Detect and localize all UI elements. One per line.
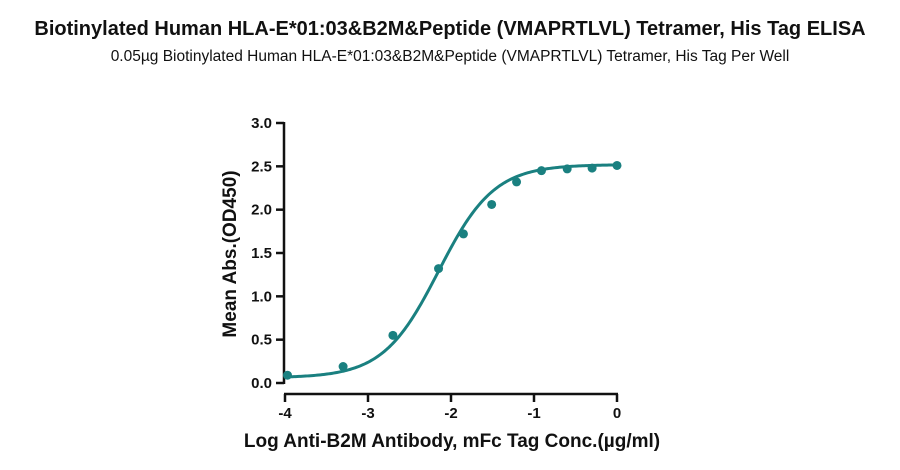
y-tick-label: 3.0	[251, 115, 272, 132]
data-point	[487, 199, 497, 209]
data-point	[562, 164, 572, 174]
data-point	[338, 362, 348, 372]
data-point	[282, 370, 292, 380]
data-point	[434, 264, 444, 274]
y-tick-label: 2.0	[251, 202, 272, 219]
y-tick-label: 1.0	[251, 288, 272, 305]
y-tick-label: 2.5	[251, 158, 272, 175]
y-axis-label: Mean Abs.(OD450)	[220, 170, 241, 337]
x-tick-label: 0	[613, 405, 621, 422]
chart-subtitle: 0.05µg Biotinylated Human HLA-E*01:03&B2…	[110, 48, 790, 65]
axes: 0.0 0.5 1.0 1.5 2.0 2.5 3.0 -4 -3 -2 -1 0	[251, 115, 621, 422]
fit-curve	[287, 163, 618, 379]
x-tick-label: -1	[527, 405, 540, 422]
data-point	[512, 177, 522, 187]
data-point	[458, 229, 468, 239]
data-point	[612, 160, 622, 170]
data-point	[587, 163, 597, 173]
x-tick-label: -2	[444, 405, 457, 422]
y-tick-label: 1.5	[251, 245, 272, 262]
data-points	[282, 160, 622, 380]
y-tick-label: 0.5	[251, 332, 272, 349]
x-axis-label: Log Anti-B2M Antibody, mFc Tag Conc.(µg/…	[244, 431, 660, 452]
chart-title: Biotinylated Human HLA-E*01:03&B2M&Pepti…	[34, 18, 866, 40]
y-tick-label: 0.0	[251, 375, 272, 392]
data-point	[536, 166, 546, 176]
x-tick-label: -4	[278, 405, 292, 422]
data-point	[388, 330, 398, 340]
x-tick-label: -3	[361, 405, 374, 422]
